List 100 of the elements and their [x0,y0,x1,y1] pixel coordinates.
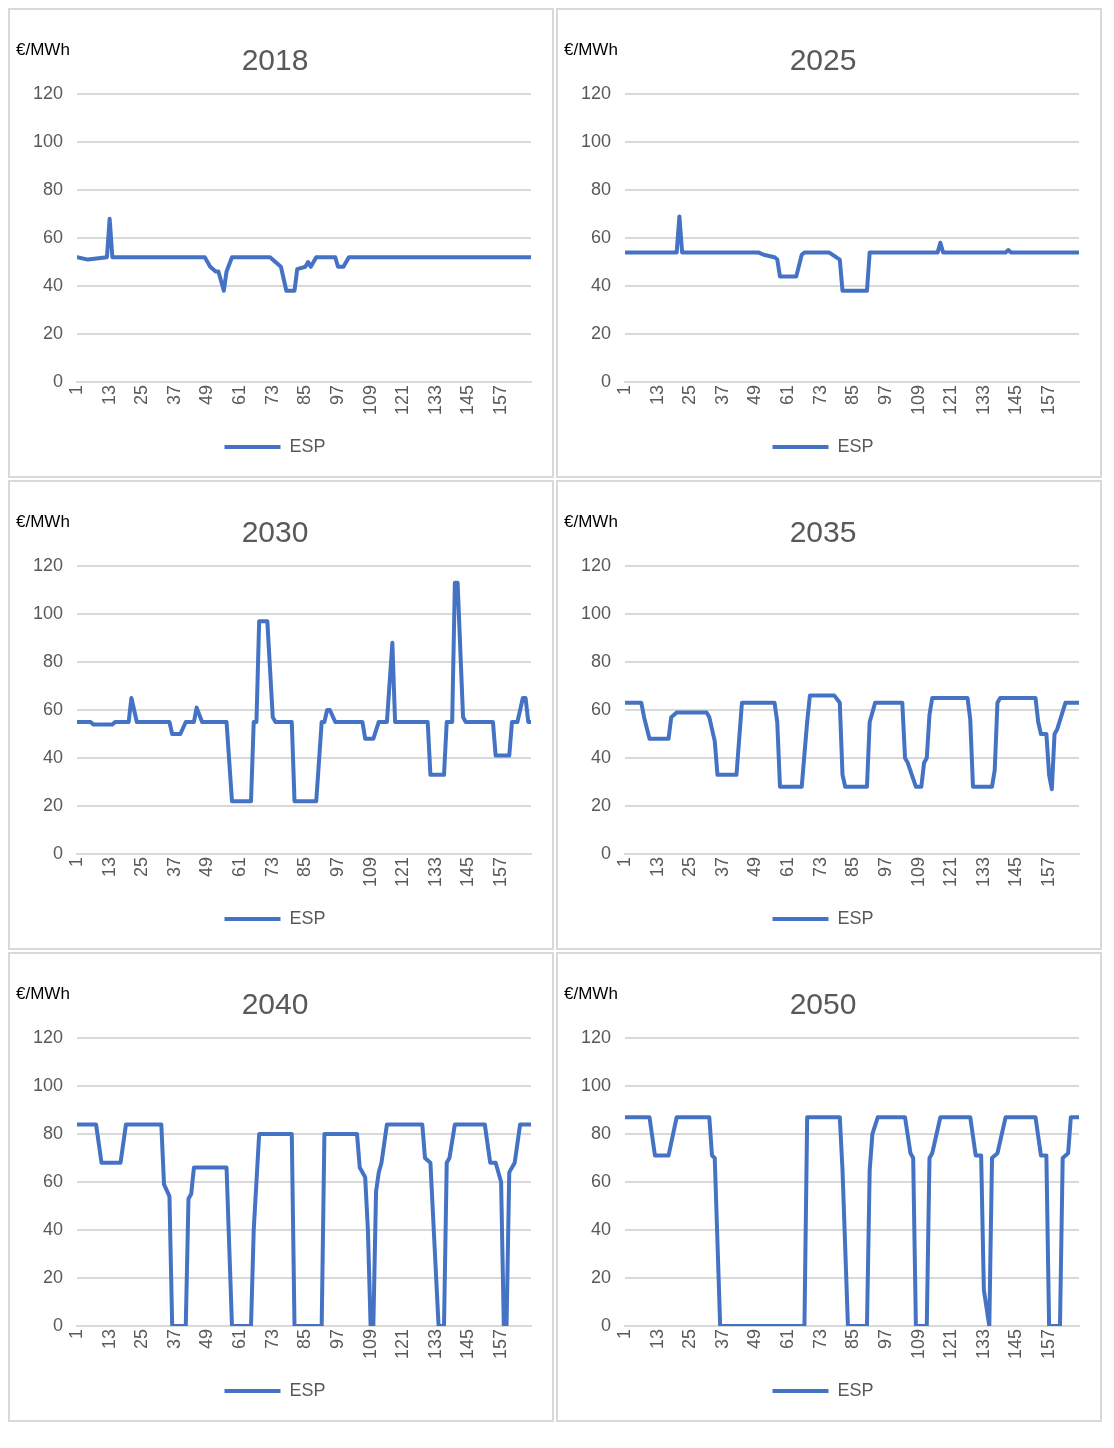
x-tick-label: 13 [98,856,119,877]
x-tick-label: 157 [490,1328,511,1360]
y-tick-label: 60 [43,698,64,719]
x-tick-label: 1 [614,1328,634,1339]
x-tick-label: 145 [457,384,478,416]
x-tick-label: 61 [229,856,250,877]
x-tick-label: 145 [457,856,478,888]
legend-label: ESP [837,907,874,928]
y-axis-title: €/MWh [16,40,70,60]
y-tick-label: 120 [32,82,64,103]
x-tick-label: 1 [66,856,86,867]
legend-label: ESP [289,907,326,928]
x-tick-label: 121 [940,1328,961,1360]
x-tick-label: 85 [294,856,315,877]
y-tick-label: 60 [591,226,612,247]
x-tick-label: 145 [457,1328,478,1360]
y-tick-label: 60 [591,698,612,719]
y-tick-label: 60 [43,1170,64,1191]
x-tick-label: 25 [679,384,700,405]
y-tick-label: 40 [43,274,64,295]
x-tick-label: 157 [490,856,511,888]
x-tick-label: 25 [679,856,700,877]
x-tick-label: 97 [874,856,895,877]
x-tick-label: 145 [1005,856,1026,888]
x-tick-label: 85 [842,856,863,877]
x-tick-label: 25 [679,1328,700,1349]
y-axis-title: €/MWh [564,40,618,60]
legend-label: ESP [837,1379,874,1400]
x-tick-label: 13 [98,1328,119,1349]
chart-title: 2025 [789,43,857,77]
x-tick-label: 97 [326,384,347,405]
x-tick-label: 61 [229,384,250,405]
x-tick-label: 121 [392,1328,413,1360]
x-tick-label: 85 [294,1328,315,1349]
y-tick-label: 100 [580,130,612,151]
y-tick-label: 40 [591,746,612,767]
x-tick-label: 61 [777,856,798,877]
x-tick-label: 49 [744,1328,765,1349]
y-tick-label: 80 [591,650,612,671]
y-tick-label: 0 [53,370,64,391]
x-tick-label: 25 [131,856,152,877]
x-tick-label: 109 [359,384,380,416]
y-tick-label: 20 [591,1266,612,1287]
x-tick-label: 73 [809,1328,830,1349]
y-axis-title: €/MWh [16,984,70,1004]
y-tick-label: 120 [580,82,612,103]
x-tick-label: 109 [907,1328,928,1360]
y-axis-title: €/MWh [564,512,618,532]
x-tick-label: 1 [66,1328,86,1339]
y-tick-label: 100 [32,1074,64,1095]
x-tick-label: 133 [424,1328,445,1360]
chart-title: 2040 [241,987,309,1021]
y-tick-label: 100 [32,130,64,151]
x-tick-label: 157 [1038,856,1059,888]
chart-title: 2035 [789,515,857,549]
x-tick-label: 73 [261,1328,282,1349]
x-tick-label: 73 [261,384,282,405]
y-tick-label: 100 [580,602,612,623]
x-tick-label: 121 [940,384,961,416]
x-tick-label: 25 [131,384,152,405]
x-tick-label: 37 [711,1328,732,1349]
x-tick-label: 133 [972,384,993,416]
y-tick-label: 40 [43,1218,64,1239]
x-tick-label: 1 [614,856,634,867]
y-tick-label: 80 [43,650,64,671]
x-tick-label: 109 [907,856,928,888]
y-tick-label: 80 [591,178,612,199]
y-tick-label: 20 [43,322,64,343]
y-tick-label: 80 [43,1122,64,1143]
x-tick-label: 133 [972,856,993,888]
y-tick-label: 60 [43,226,64,247]
chart-title: 2030 [241,515,309,549]
x-tick-label: 25 [131,1328,152,1349]
y-tick-label: 20 [591,794,612,815]
x-tick-label: 145 [1005,384,1026,416]
x-tick-label: 61 [777,1328,798,1349]
x-tick-label: 85 [842,1328,863,1349]
y-tick-label: 0 [601,842,612,863]
x-tick-label: 97 [326,1328,347,1349]
x-tick-label: 157 [490,384,511,416]
x-tick-label: 1 [66,384,86,395]
x-tick-label: 37 [163,384,184,405]
y-tick-label: 80 [591,1122,612,1143]
y-axis-title: €/MWh [564,984,618,1004]
x-tick-label: 49 [196,1328,217,1349]
x-tick-label: 49 [744,856,765,877]
x-tick-label: 13 [646,1328,667,1349]
x-tick-label: 13 [646,384,667,405]
y-axis-title: €/MWh [16,512,70,532]
y-tick-label: 40 [591,1218,612,1239]
x-tick-label: 109 [359,856,380,888]
x-tick-label: 49 [196,856,217,877]
x-tick-label: 97 [874,384,895,405]
x-tick-label: 97 [326,856,347,877]
x-tick-label: 61 [229,1328,250,1349]
x-tick-label: 13 [646,856,667,877]
y-tick-label: 20 [43,1266,64,1287]
y-tick-label: 40 [43,746,64,767]
x-tick-label: 133 [424,856,445,888]
x-tick-label: 85 [842,384,863,405]
